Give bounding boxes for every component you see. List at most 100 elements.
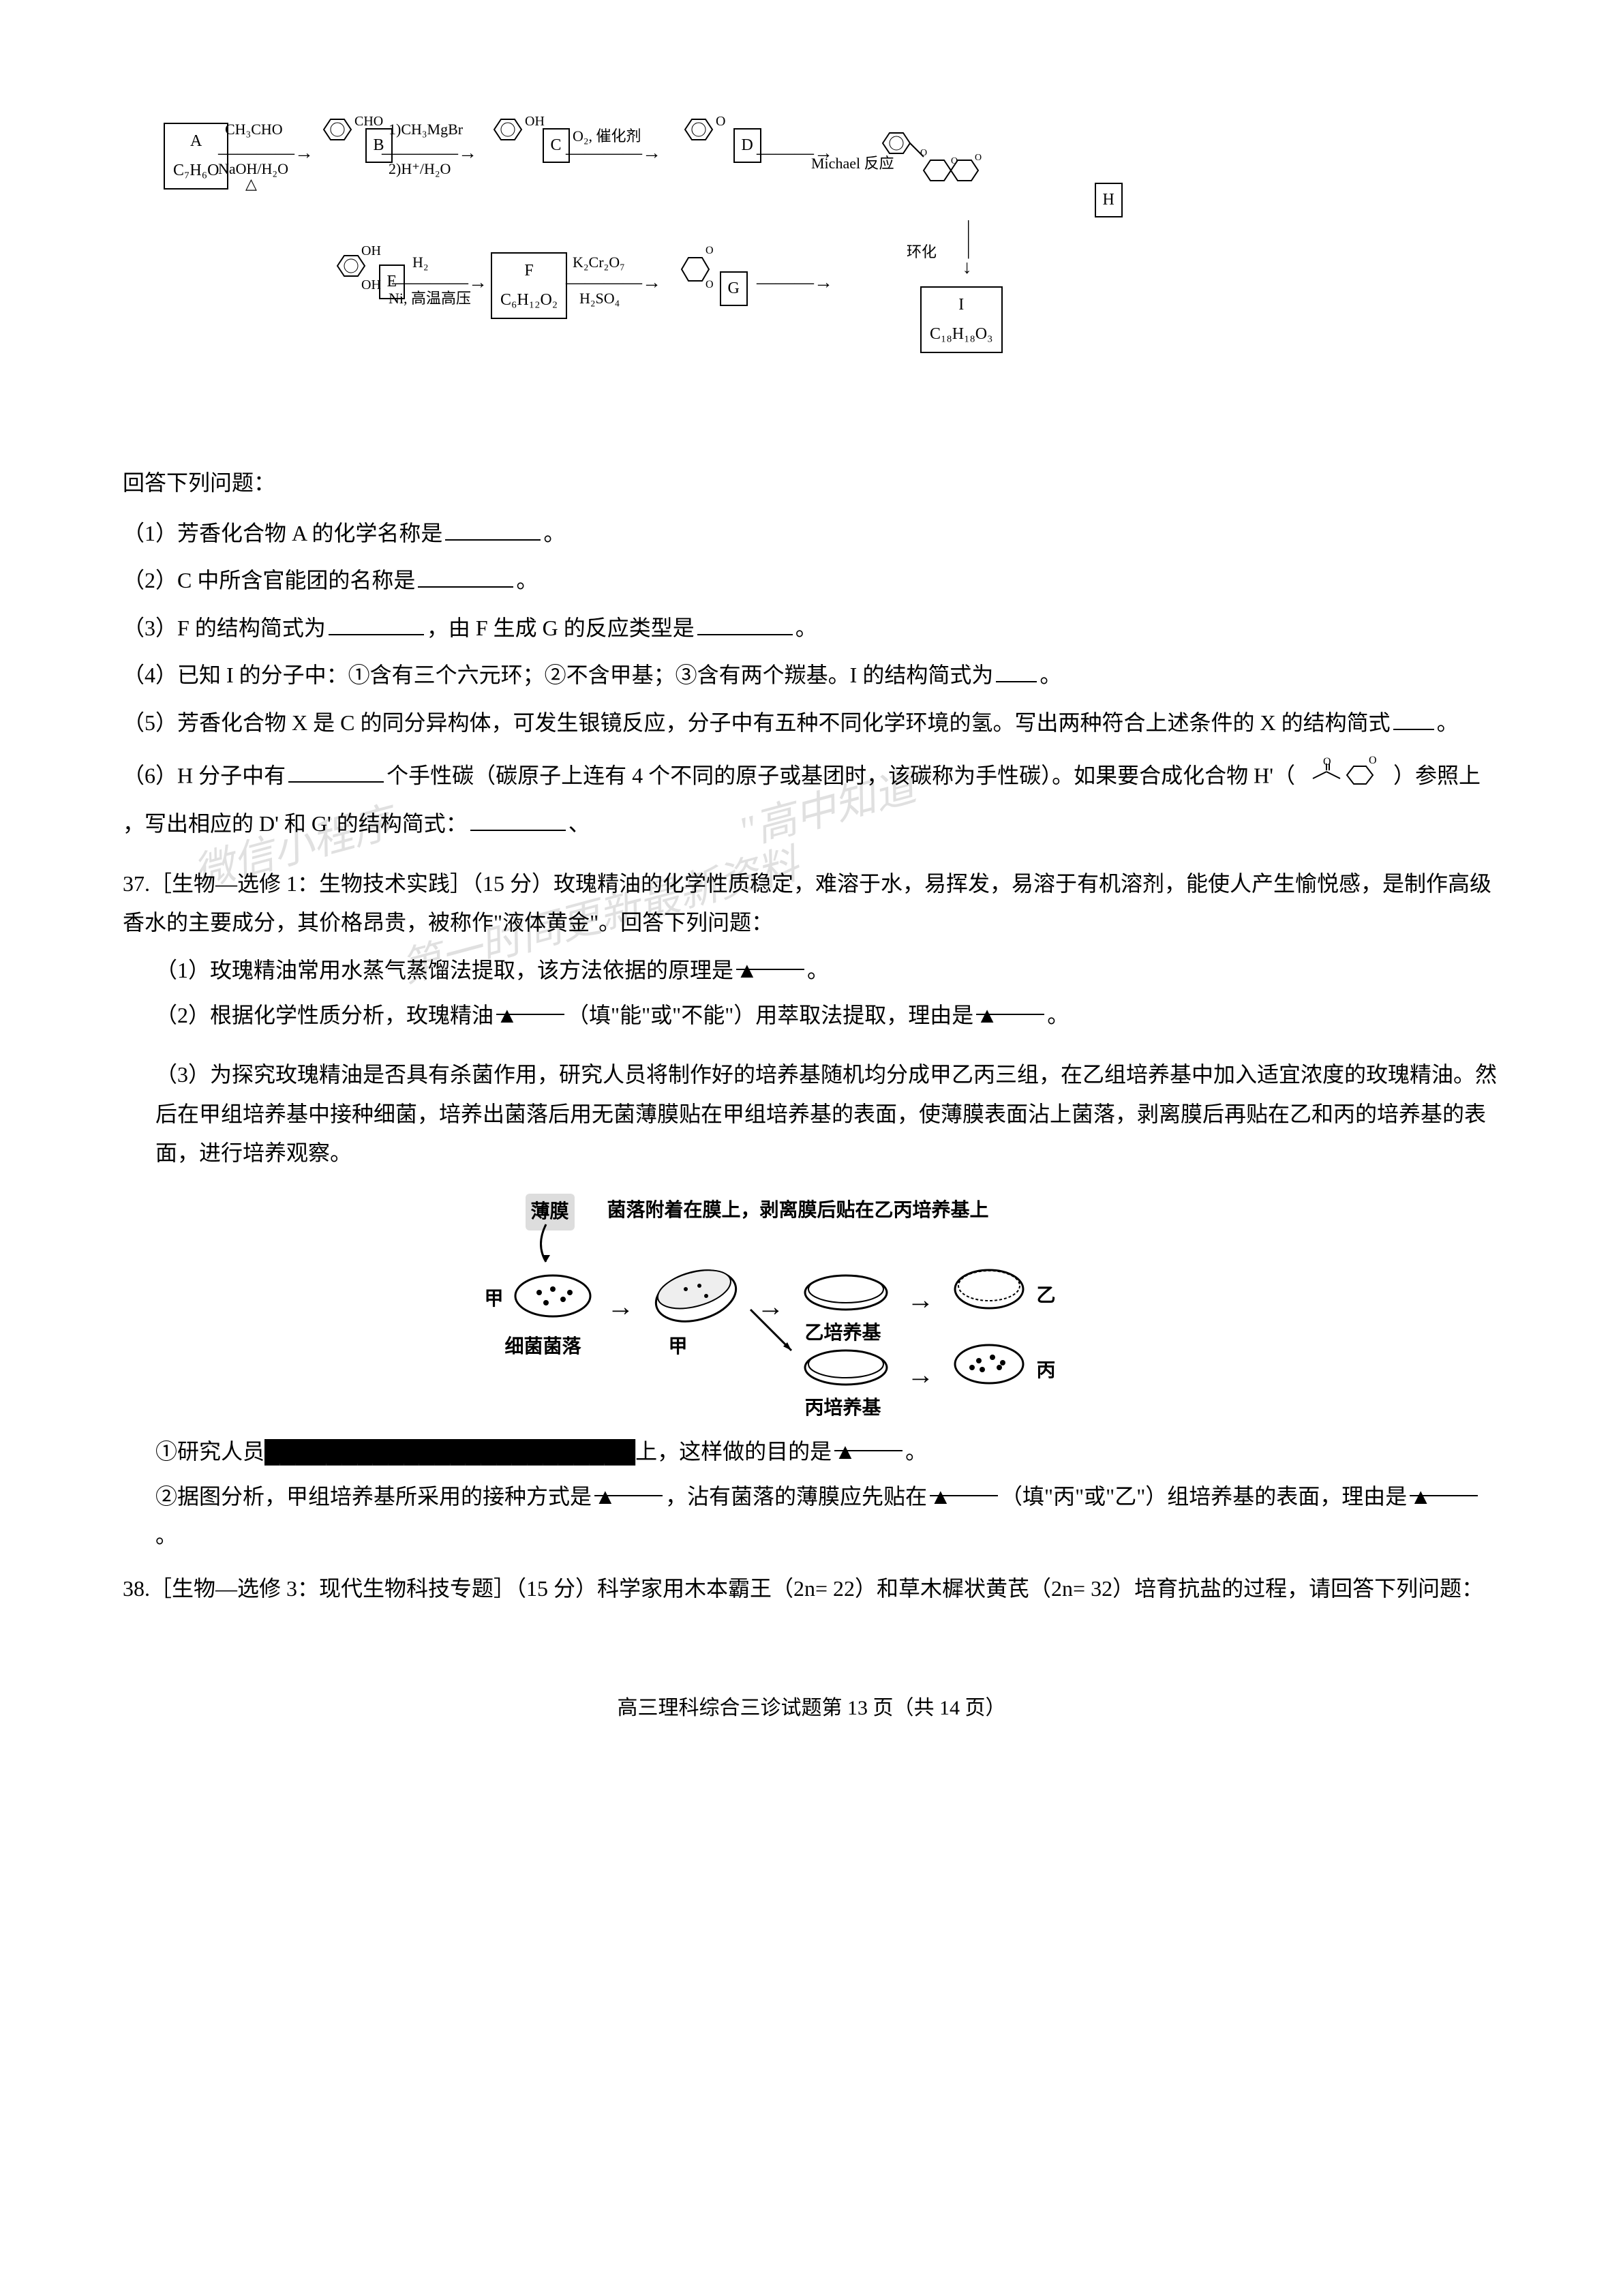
q5-blank [1393,711,1434,730]
biology-diagram: 薄膜 菌落附着在膜上，剥离膜后贴在乙丙培养基上 甲 细菌菌落 → 甲 → 乙培养… [471,1194,1153,1412]
jia-label-1: 甲 [485,1282,504,1316]
node-i-formula: C₁₈H₁₈O₃ [930,320,993,349]
edge-e-f-bottom: Ni, 高温高压 [389,285,471,312]
q37-sub1-text: 玫瑰精油常用水蒸气蒸馏法提取，该方法依据的原理是 [210,958,733,982]
petri-bing-medium [798,1344,894,1391]
h-prime-structure: O O [1306,751,1388,805]
structure-h: O O O [873,123,995,205]
q4-num: （4） [123,663,177,687]
q37-sub3: （3）为探究玫瑰精油是否具有杀菌作用，研究人员将制作好的培养基随机均分成甲乙丙三… [155,1055,1500,1173]
question-4: （4）已知 I 的分子中：①含有三个六元环；②不含甲基；③含有两个羰基。I 的结… [123,656,1500,695]
question-6: （6）H 分子中有 个手性碳（碳原子上连有 4 个不同的原子或基团时，该碳称为手性… [123,751,1500,844]
q37-sub3-2-text-c: （填"丙"或"乙"）组培养基的表面，理由是 [1001,1484,1407,1509]
node-d: O D [675,109,761,163]
q3-num: （3） [123,616,177,640]
q37-sub3-1-suffix: 。 [905,1439,927,1464]
petri-yi [948,1262,1030,1316]
q37-sub3-2: ②据图分析，甲组培养基所采用的接种方式是▲，沾有菌落的薄膜应先贴在▲（填"丙"或… [155,1477,1500,1556]
node-f-label: F [500,256,558,286]
arrow-branch [744,1303,798,1357]
q1-text: 芳香化合物 A 的化学名称是 [177,521,442,545]
q6-blank-1 [288,764,384,783]
q6-blank-2 [470,812,566,831]
svg-text:O: O [920,148,927,158]
q37-sub3-2-blank-3: ▲ [1410,1477,1478,1496]
arrow-4: → [907,1350,935,1400]
yi-label: 乙 [1037,1279,1056,1313]
q37-sub1-suffix: 。 [807,958,829,982]
arrow-hi: ——→ [952,220,986,277]
node-g-label: G [720,271,748,306]
svg-text:O: O [706,279,714,290]
q3-text-b: ，由 F 生成 G 的反应类型是 [427,616,695,640]
svg-text:O: O [1369,755,1377,766]
q6-text-b: 个手性碳（碳原子上连有 4 个不同的原子或基团时，该碳称为手性碳）。如果要合成化… [386,763,1295,787]
q4-blank [996,663,1037,682]
node-i: I C₁₈H₁₈O₃ [920,286,1003,353]
bing-label: 丙 [1037,1354,1056,1388]
q37-sub3-2-text-a: 据图分析，甲组培养基所采用的接种方式是 [177,1484,592,1509]
q37-sub2-suffix: 。 [1047,1003,1069,1027]
arrow-3: → [907,1275,935,1325]
attach-text: 菌落附着在膜上，剥离膜后贴在乙丙培养基上 [607,1194,989,1228]
q6-suffix: 、 [568,811,590,836]
arrow-membrane-down [532,1221,560,1269]
q6-text-c: ）参照上 [1393,763,1481,787]
petri-jia-1 [512,1269,594,1323]
petri-jia-2 [648,1262,744,1330]
q37-sub3-2-blank-1: ▲ [594,1477,663,1496]
svg-text:O: O [975,153,982,163]
bing-medium-label: 丙培养基 [805,1391,881,1425]
intro-text: 回答下列问题： [123,464,1500,503]
arrow-cd: ————→ [566,136,661,170]
q37-sub3-2-text-b: ，沾有菌落的薄膜应先贴在 [665,1484,927,1509]
arrow-g-right: ———→ [757,266,833,300]
q37-sub2-blank-2: ▲ [976,996,1044,1015]
q3-blank-1 [329,616,424,635]
q4-text: 已知 I 的分子中：①含有三个六元环；②不含甲基；③含有两个羰基。I 的结构简式… [177,663,993,687]
q37-sub1: （1）玫瑰精油常用水蒸气蒸馏法提取，该方法依据的原理是▲。 [155,951,1500,991]
arrow-1: → [607,1282,635,1331]
edge-b-c-bottom: 2)H⁺/H₂O [389,155,451,183]
q5-text: 芳香化合物 X 是 C 的同分异构体，可发生银镜反应，分子中有五种不同化学环境的… [177,710,1391,735]
question-5: （5）芳香化合物 X 是 C 的同分异构体，可发生银镜反应，分子中有五种不同化学… [123,704,1500,743]
q37-header: 37.［生物—选修 1：生物技术实践］（15 分）玫瑰精油的化学性质稳定，难溶于… [123,871,1491,935]
node-h-label: H [1095,183,1123,217]
node-g: O O G [668,245,748,306]
q37-sub3-1-text: 研究人员 [177,1439,264,1464]
question-2: （2）C 中所含官能团的名称是。 [123,561,1500,601]
q6-text-d: ，写出相应的 D' 和 G' 的结构简式： [123,811,468,836]
q37-sub3-1-text-end: 上，这样做的目的是 [635,1439,832,1464]
q37-sub3-text: 为探究玫瑰精油是否具有杀菌作用，研究人员将制作好的培养基随机均分成甲乙丙三组，在… [155,1062,1497,1165]
q6-text-a: H 分子中有 [177,763,286,787]
q1-suffix: 。 [543,521,565,545]
q37-sub3-2-num: ② [155,1484,177,1509]
q6-num: （6） [123,763,177,787]
q38-header: 38.［生物—选修 3：现代生物科技专题］（15 分）科学家用木本霸王（2n= … [123,1576,1483,1601]
node-b: CHO B [314,109,393,163]
q37-sub2-blank-1: ▲ [496,996,564,1015]
q4-suffix: 。 [1040,663,1061,687]
q37-sub3-2-suffix: 。 [155,1523,177,1547]
svg-text:O: O [706,245,714,256]
node-c: OH C [484,109,570,163]
question-1: （1）芳香化合物 A 的化学名称是。 [123,514,1500,554]
q37-sub2-text-b: （填"能"或"不能"）用萃取法提取，理由是 [567,1003,973,1027]
delta-symbol: △ [245,170,257,198]
petri-bing [948,1337,1030,1391]
q37-sub3-num: （3） [155,1062,210,1087]
q5-suffix: 。 [1437,710,1459,735]
q37-sub3-1: ①研究人员████████████████████████上，这样做的目的是▲。 [155,1432,1500,1472]
question-38: 38.［生物—选修 3：现代生物科技专题］（15 分）科学家用木本霸王（2n= … [123,1569,1500,1609]
cyclohexane-g: O O [668,245,716,293]
node-a-label: A [173,127,219,156]
q2-suffix: 。 [516,568,538,592]
jia-label-2: 甲 [669,1330,688,1364]
petri-yi-medium [798,1269,894,1316]
q2-blank [418,569,513,588]
edge-f-g-bottom: H₂SO₄ [579,285,620,312]
node-f: F C₆H₁₂O₂ [491,252,567,319]
q3-blank-2 [697,616,793,635]
node-i-label: I [930,290,993,320]
q37-sub2-num: （2） [155,1003,210,1027]
